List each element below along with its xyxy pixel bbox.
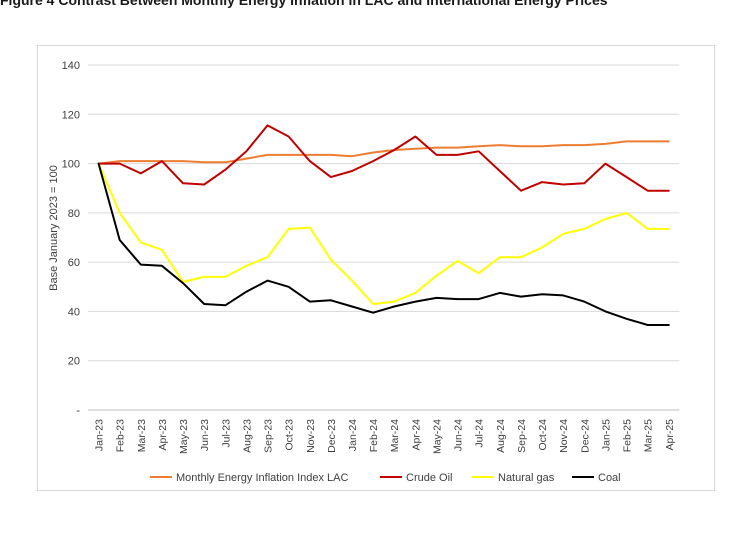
y-tick-label: 60 bbox=[68, 257, 80, 269]
x-axis-tick-labels: Jan-23 Feb-23 Mar-23 Apr-23 May-23 Jun-23 Jul-… bbox=[94, 419, 676, 454]
x-tick-label: Jan-25 bbox=[600, 419, 612, 451]
legend-item: Coal bbox=[572, 472, 621, 484]
y-tick-label: 100 bbox=[62, 159, 80, 171]
x-tick-label: May-24 bbox=[431, 419, 443, 454]
legend-label: Crude Oil bbox=[406, 472, 452, 484]
x-tick-label: Jun-24 bbox=[453, 419, 465, 451]
series-line-1 bbox=[97, 140, 670, 165]
x-tick-label: Sep-23 bbox=[263, 419, 275, 453]
chart-frame: - 20 40 60 80 100 120 140 Jan-23 Feb-23 Mar-23 Apr… bbox=[37, 45, 715, 491]
x-tick-label: Jan-24 bbox=[347, 419, 359, 451]
x-tick-label: Apr-25 bbox=[664, 419, 676, 451]
x-tick-label: Oct-24 bbox=[537, 419, 549, 451]
x-tick-label: May-23 bbox=[178, 419, 190, 454]
x-tick-label: Mar-24 bbox=[389, 419, 401, 452]
x-tick-label: Nov-23 bbox=[305, 419, 317, 453]
y-tick-label: 140 bbox=[62, 60, 80, 72]
y-tick-label: 80 bbox=[68, 208, 80, 220]
legend: Monthly Energy Inflation Index LAC Crude … bbox=[150, 472, 621, 484]
x-tick-label: Aug-24 bbox=[495, 419, 507, 453]
y-tick-label: - bbox=[76, 405, 80, 417]
legend-item: Crude Oil bbox=[380, 472, 452, 484]
line-chart: - 20 40 60 80 100 120 140 Jan-23 Feb-23 Mar-23 Apr… bbox=[48, 60, 680, 484]
x-tick-label: Feb-23 bbox=[115, 419, 127, 452]
series-lines bbox=[97, 124, 670, 326]
series-line-3 bbox=[97, 162, 670, 305]
y-tick-label: 20 bbox=[68, 356, 80, 368]
gridlines bbox=[88, 64, 680, 411]
series-line-2 bbox=[97, 124, 670, 192]
series-line-4 bbox=[97, 162, 670, 326]
legend-item: Monthly Energy Inflation Index LAC bbox=[150, 472, 348, 484]
legend-item: Natural gas bbox=[472, 472, 555, 484]
x-tick-label: Jun-23 bbox=[199, 419, 211, 451]
x-tick-label: Dec-24 bbox=[579, 419, 591, 453]
y-tick-label: 40 bbox=[68, 306, 80, 318]
x-tick-label: Aug-23 bbox=[241, 419, 253, 453]
x-tick-label: Sep-24 bbox=[516, 419, 528, 453]
x-tick-label: Jul-24 bbox=[474, 419, 486, 448]
x-tick-label: Jan-23 bbox=[94, 419, 106, 451]
x-tick-label: Nov-24 bbox=[558, 419, 570, 453]
y-axis-label: Base January 2023 = 100 bbox=[48, 165, 60, 291]
legend-label: Natural gas bbox=[498, 472, 555, 484]
x-tick-label: Apr-23 bbox=[157, 419, 169, 451]
x-tick-label: Oct-23 bbox=[284, 419, 296, 451]
y-axis-tick-labels: - 20 40 60 80 100 120 140 bbox=[62, 60, 81, 417]
x-tick-label: Feb-24 bbox=[368, 419, 380, 452]
x-tick-label: Mar-23 bbox=[136, 419, 148, 452]
legend-label: Coal bbox=[598, 472, 621, 484]
x-tick-label: Apr-24 bbox=[410, 419, 422, 451]
x-tick-label: Jul-23 bbox=[220, 419, 232, 448]
figure-title: Figure 4 Contrast Between Monthly Energy… bbox=[0, 0, 608, 8]
x-tick-label: Mar-25 bbox=[643, 419, 655, 452]
x-tick-label: Feb-25 bbox=[622, 419, 634, 452]
x-tick-label: Dec-23 bbox=[326, 419, 338, 453]
legend-label: Monthly Energy Inflation Index LAC bbox=[176, 472, 348, 484]
y-tick-label: 120 bbox=[62, 109, 80, 121]
